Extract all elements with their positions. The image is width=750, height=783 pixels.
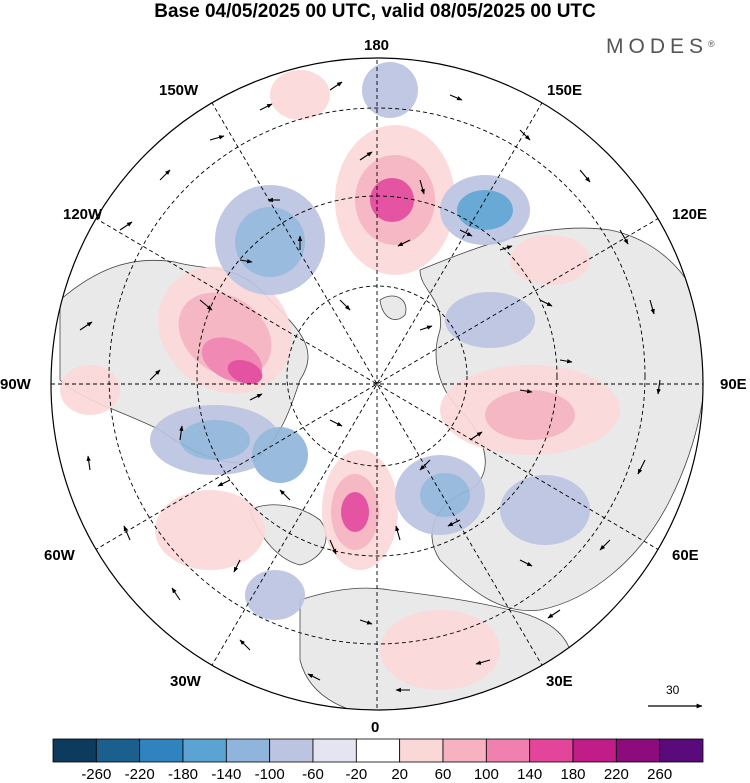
colorbar-tick-label: -20 [345,766,368,783]
colorbar-swatch [269,738,314,763]
colorbar-swatch [572,738,617,763]
colorbar-swatch [312,738,357,763]
colorbar-tick-label: 260 [647,766,673,783]
colorbar [52,738,704,763]
colorbar-tick-label: 220 [603,766,629,783]
colorbar-tick-label: 20 [391,766,408,783]
colorbar-tick-label: 100 [473,766,499,783]
lon-label-90w: 90W [0,376,31,393]
colorbar-swatch [225,738,271,763]
colorbar-swatch [529,738,574,763]
brand-text: MODES [606,35,709,58]
colorbar-tick-label: -260 [81,766,112,783]
map-border [50,57,704,711]
page-title: Base 04/05/2025 00 UTC, valid 08/05/2025… [154,1,596,22]
colorbar-swatch [52,738,97,763]
lon-label-60e: 60E [672,547,699,564]
lon-label-60w: 60W [44,547,75,564]
colorbar-swatch [182,738,227,763]
registered-mark: ® [708,39,715,49]
colorbar-tick-label: -220 [124,766,155,783]
colorbar-swatch [485,738,531,763]
colorbar-swatch [399,738,444,763]
lon-label-180: 180 [364,37,390,54]
map-field [51,58,703,710]
colorbar-tick-label: -60 [302,766,324,783]
graticule [51,60,703,708]
colorbar-swatch [442,738,487,763]
modes-logo: MODES® [606,35,715,59]
lon-label-30w: 30W [170,673,201,690]
lon-label-150w: 150W [159,82,199,99]
lon-label-30e: 30E [546,673,573,690]
colorbar-tick-label: -100 [254,766,285,783]
colorbar-tick-label: 180 [560,766,586,783]
colorbar-swatch [355,738,401,763]
lon-label-150e: 150E [547,82,583,99]
colorbar-swatch [95,738,141,763]
colorbar-tick-label: -180 [167,766,199,783]
lon-label-90e: 90E [720,376,747,393]
colorbar-swatch [615,738,661,763]
colorbar-swatch [659,738,704,763]
colorbar-tick-label: -140 [211,766,242,783]
lon-label-0: 0 [371,719,380,736]
lon-label-120w: 120W [63,206,103,223]
colorbar-tick-label: 140 [517,766,543,783]
colorbar-tick-label: 60 [434,766,452,783]
colorbar-swatch [139,738,184,763]
lon-label-120e: 120E [672,206,708,223]
reference-vector-label: 30 [666,683,680,697]
wind-vectors [79,81,661,693]
